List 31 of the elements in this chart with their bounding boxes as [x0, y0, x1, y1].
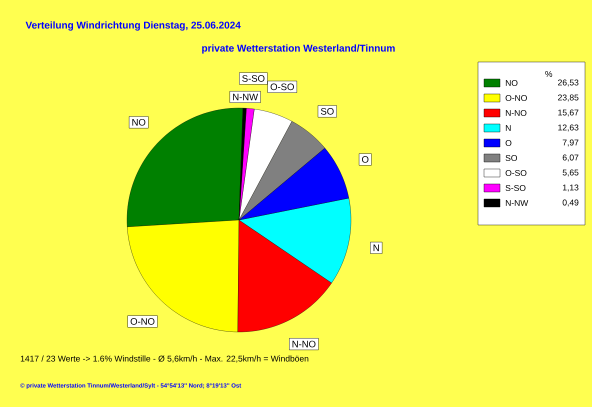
- legend-label: S-SO: [506, 185, 526, 191]
- slice-label: SO: [320, 108, 334, 115]
- slice-label: N-NO: [292, 340, 316, 348]
- legend-label: NO: [506, 80, 518, 86]
- legend-title: %: [545, 71, 552, 77]
- legend-label: SO: [506, 155, 518, 161]
- slice-label: O: [362, 156, 368, 163]
- data-label: 23,85: [558, 94, 578, 102]
- legend-label: N-NO: [506, 110, 526, 116]
- slice-label: O-NO: [130, 318, 154, 325]
- slice-label: N: [374, 244, 379, 252]
- data-label: 5,65: [562, 170, 578, 176]
- legend-label: N: [506, 125, 511, 131]
- data-label: 7,97: [562, 140, 578, 146]
- legend-label: N-NW: [506, 200, 528, 206]
- legend-label: O: [506, 140, 512, 146]
- slice-label: O-SO: [270, 83, 294, 90]
- slice-label: NO: [132, 118, 146, 126]
- data-label: 1,13: [562, 184, 578, 192]
- legend-label: O-NO: [506, 95, 527, 101]
- legend-label: O-SO: [506, 170, 526, 176]
- data-label: 15,67: [558, 110, 578, 116]
- data-label: 12,63: [558, 124, 578, 132]
- data-label: 26,53: [558, 80, 578, 86]
- slice-label: N-NW: [233, 94, 258, 100]
- data-label: 6,07: [562, 154, 578, 162]
- chart-subtitle: private Wetterstation Westerland/Tinnum: [202, 44, 395, 54]
- slice-label: S-SO: [242, 75, 264, 82]
- chart-title: Verteilung Windrichtung Dienstag, 25.06.2024: [26, 21, 241, 31]
- text: 1417 / 23 Werte -> 1.6% Windstille - Ø 5,6km/h - Max. 22,5km/h = Windböen: [20, 355, 308, 363]
- data-label: 0,49: [562, 200, 578, 206]
